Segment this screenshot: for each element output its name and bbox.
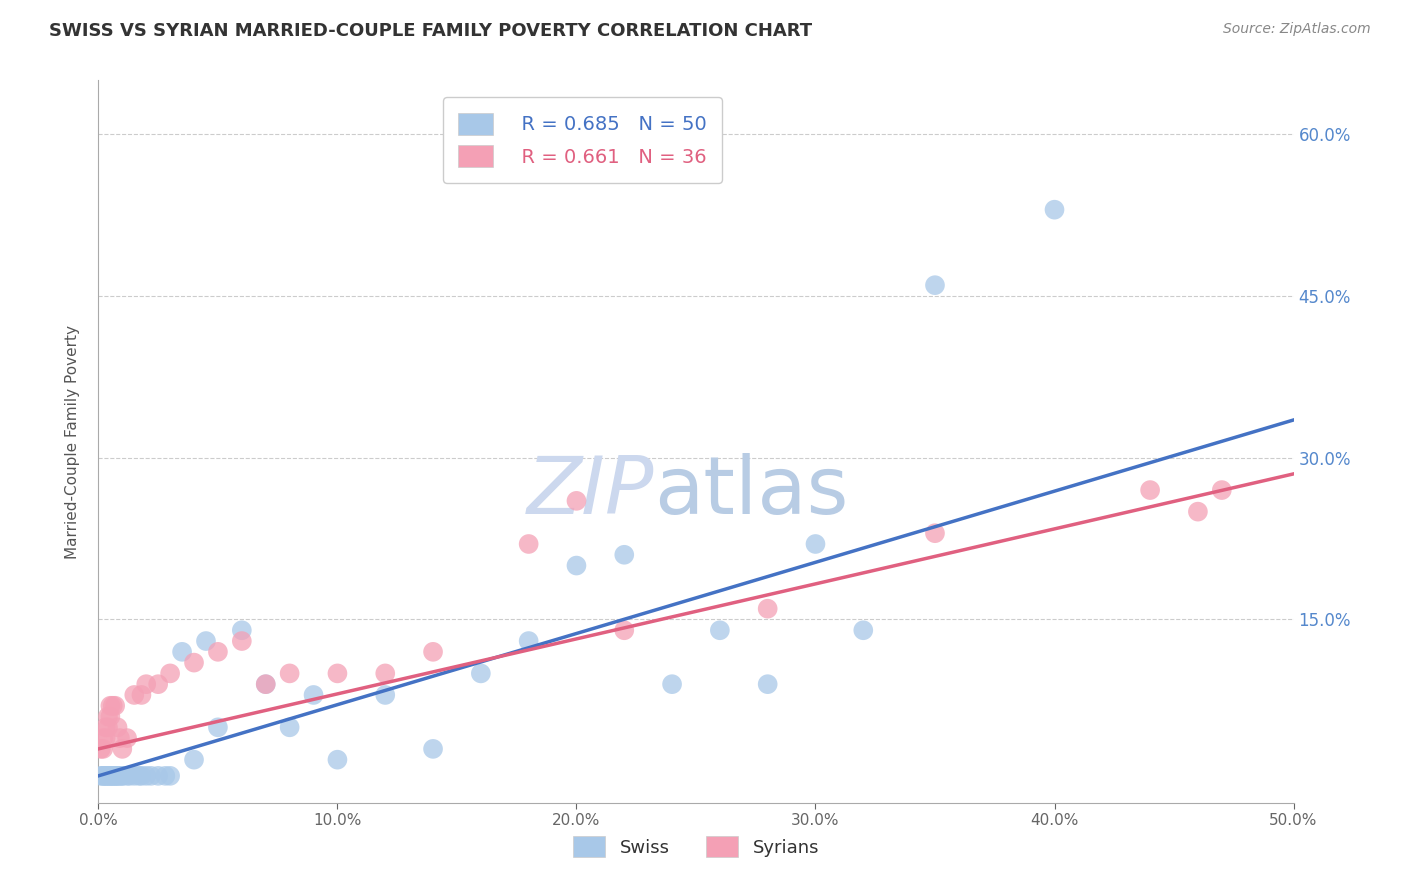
Text: ZIP: ZIP (527, 453, 654, 531)
Point (107, 769, 129, 783)
Point (155, 769, 177, 783)
Point (97, 769, 120, 783)
Point (924, 278, 946, 293)
Point (159, 666, 181, 681)
Point (101, 769, 124, 783)
Point (613, 624, 636, 638)
Point (517, 537, 540, 551)
Point (124, 688, 146, 702)
Point (94, 769, 117, 783)
Point (195, 634, 218, 648)
Point (115, 731, 138, 745)
Point (94, 769, 117, 783)
Text: atlas: atlas (654, 453, 848, 531)
Point (97, 769, 120, 783)
Point (107, 720, 129, 734)
Point (924, 526, 946, 541)
Point (565, 558, 588, 573)
Point (97, 709, 120, 723)
Point (91, 742, 114, 756)
Point (104, 769, 127, 783)
Point (91, 731, 114, 745)
Point (97, 720, 120, 734)
Point (231, 634, 253, 648)
Point (470, 666, 492, 681)
Point (804, 537, 827, 551)
Point (159, 769, 181, 783)
Point (326, 666, 349, 681)
Point (422, 645, 444, 659)
Point (104, 698, 127, 713)
Point (118, 769, 141, 783)
Point (231, 624, 253, 638)
Point (852, 624, 875, 638)
Point (172, 645, 194, 659)
Point (278, 720, 301, 734)
Point (98, 698, 122, 713)
Text: SWISS VS SYRIAN MARRIED-COUPLE FAMILY POVERTY CORRELATION CHART: SWISS VS SYRIAN MARRIED-COUPLE FAMILY PO… (49, 22, 813, 40)
Point (183, 753, 205, 767)
Point (254, 677, 277, 691)
Text: Source: ZipAtlas.com: Source: ZipAtlas.com (1223, 22, 1371, 37)
Point (98, 769, 122, 783)
Point (98, 709, 122, 723)
Point (139, 769, 162, 783)
Point (115, 769, 138, 783)
Point (131, 688, 153, 702)
Point (111, 769, 134, 783)
Point (1211, 483, 1233, 497)
Point (207, 720, 229, 734)
Point (709, 624, 731, 638)
Point (135, 769, 157, 783)
Point (101, 698, 124, 713)
Point (661, 677, 683, 691)
Point (128, 769, 150, 783)
Point (91, 769, 114, 783)
Point (374, 688, 396, 702)
Point (183, 656, 205, 670)
Point (148, 769, 170, 783)
Point (517, 634, 540, 648)
Point (1187, 505, 1209, 519)
Point (207, 645, 229, 659)
Point (756, 677, 779, 691)
Point (422, 742, 444, 756)
Point (124, 769, 146, 783)
Point (278, 666, 301, 681)
Point (326, 753, 349, 767)
Point (1043, 202, 1066, 217)
Legend: Swiss, Syrians: Swiss, Syrians (564, 827, 828, 866)
Point (374, 666, 396, 681)
Point (302, 688, 325, 702)
Point (565, 493, 588, 508)
Point (756, 601, 779, 615)
Point (254, 677, 277, 691)
Point (104, 769, 127, 783)
Point (91, 769, 114, 783)
Point (98, 769, 122, 783)
Point (108, 769, 131, 783)
Point (613, 548, 636, 562)
Point (131, 769, 153, 783)
Point (94, 731, 117, 745)
Point (108, 731, 131, 745)
Point (107, 769, 129, 783)
Point (111, 742, 134, 756)
Point (94, 720, 117, 734)
Y-axis label: Married-Couple Family Poverty: Married-Couple Family Poverty (65, 325, 80, 558)
Point (148, 677, 170, 691)
Point (111, 769, 134, 783)
Point (1139, 483, 1161, 497)
Point (101, 769, 124, 783)
Point (90, 769, 112, 783)
Point (135, 677, 157, 691)
Point (90, 742, 112, 756)
